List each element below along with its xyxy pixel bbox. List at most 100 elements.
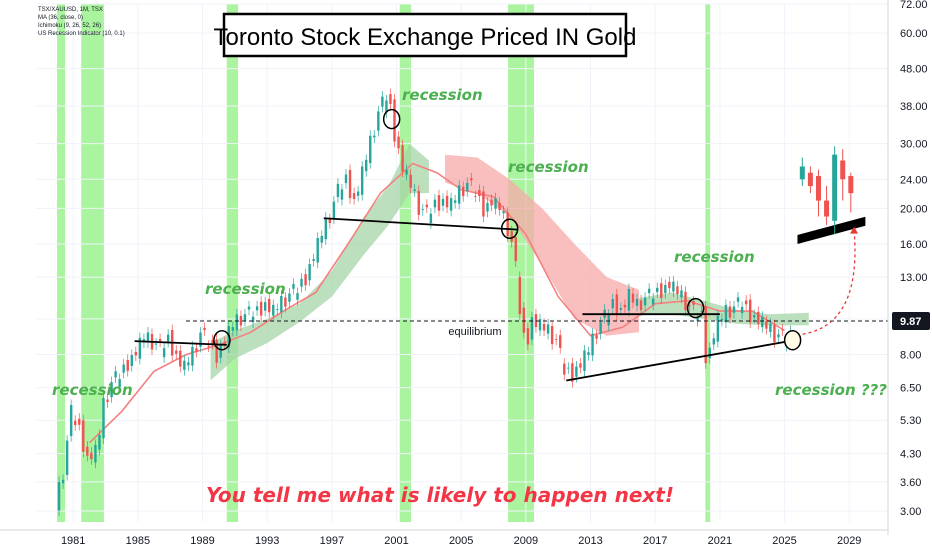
candle-body-44 xyxy=(235,314,239,331)
x-tick-6: 2005 xyxy=(449,535,473,547)
candle-body-2 xyxy=(65,440,69,475)
x-tick-12: 2029 xyxy=(837,535,861,547)
grid xyxy=(36,3,888,522)
recession-label-2020: recession xyxy=(674,248,755,266)
moving-average xyxy=(88,162,785,444)
candle-body-152 xyxy=(672,281,675,292)
candle-body-11 xyxy=(102,398,105,439)
candle-body-153 xyxy=(676,286,679,295)
candle-body-131 xyxy=(587,352,590,356)
chart-title: Toronto Stock Exchange Priced IN Gold xyxy=(214,24,637,51)
candle-body-61 xyxy=(304,274,307,286)
x-tick-3: 1993 xyxy=(255,535,279,547)
candle-body-162 xyxy=(712,338,716,345)
trendline-3 xyxy=(566,340,790,382)
candle-body-10 xyxy=(98,434,101,450)
candle-body-31 xyxy=(183,360,186,370)
candle-body-98 xyxy=(453,200,457,203)
candle-body-176 xyxy=(769,323,772,332)
candle-body-60 xyxy=(300,278,303,287)
candle-body-47 xyxy=(247,306,251,310)
y-tick-4: 30.00 xyxy=(900,139,928,151)
candle-body-132 xyxy=(591,333,594,356)
candle-body-20 xyxy=(138,337,142,359)
circle-markers xyxy=(213,108,802,351)
bottom-question-text: You tell me what is likely to happen nex… xyxy=(206,483,674,507)
y-tick-0: 72.00 xyxy=(900,0,928,11)
price-candles xyxy=(57,88,792,517)
candle-body-90 xyxy=(421,209,424,211)
candle-body-12 xyxy=(106,399,109,403)
circle-marker-4 xyxy=(783,329,802,351)
ma-36-line xyxy=(88,162,785,444)
candle-body-111 xyxy=(506,212,509,237)
candle-body-112 xyxy=(510,231,513,242)
candle-body-8 xyxy=(90,452,93,460)
projection-body-2 xyxy=(815,175,821,201)
candle-body-128 xyxy=(575,366,578,377)
candle-body-96 xyxy=(445,195,449,208)
candle-body-118 xyxy=(534,314,538,328)
candle-body-38 xyxy=(211,339,214,345)
candle-body-97 xyxy=(449,198,453,211)
candle-body-119 xyxy=(538,319,542,331)
legend-recession: US Recession Indicator (10, 0.1) xyxy=(38,31,125,37)
candle-body-70 xyxy=(340,189,344,200)
candle-body-141 xyxy=(627,288,631,311)
x-tick-5: 2001 xyxy=(384,535,408,547)
candle-body-114 xyxy=(518,276,521,315)
cloud-segment-1 xyxy=(445,154,639,336)
candle-body-7 xyxy=(86,446,89,456)
candle-body-125 xyxy=(563,363,566,375)
candle-body-45 xyxy=(239,315,243,326)
candle-body-63 xyxy=(312,259,315,261)
y-tick-2: 48.00 xyxy=(900,64,928,76)
x-tick-1: 1985 xyxy=(126,535,150,547)
recession-band-5 xyxy=(705,4,711,522)
candle-body-130 xyxy=(583,350,586,371)
candle-body-92 xyxy=(429,213,433,224)
candle-body-150 xyxy=(664,284,667,294)
candle-body-171 xyxy=(748,299,752,323)
candle-body-54 xyxy=(276,309,279,310)
candle-body-147 xyxy=(651,298,655,305)
candle-body-78 xyxy=(373,135,376,138)
recession-bands xyxy=(57,4,711,522)
candle-body-138 xyxy=(615,294,618,315)
candle-body-36 xyxy=(203,327,206,331)
candle-body-91 xyxy=(425,204,429,208)
candle-body-104 xyxy=(478,189,481,197)
candle-body-27 xyxy=(166,334,170,342)
candle-body-51 xyxy=(263,302,267,311)
candle-body-88 xyxy=(413,189,416,191)
candle-body-136 xyxy=(607,314,610,326)
candle-body-139 xyxy=(619,308,623,310)
candle-body-122 xyxy=(550,325,554,345)
candle-body-115 xyxy=(522,307,526,333)
equilibrium-line-group: equilibrium xyxy=(186,320,888,338)
trendlines xyxy=(134,217,790,382)
candle-body-107 xyxy=(490,199,493,206)
x-tick-10: 2021 xyxy=(708,535,732,547)
y-tick-13: 5.30 xyxy=(900,415,921,427)
candle-body-81 xyxy=(385,100,388,113)
support-band xyxy=(797,216,866,245)
candle-body-116 xyxy=(526,328,530,345)
candle-body-32 xyxy=(187,362,190,366)
candle-body-170 xyxy=(744,300,748,305)
projection xyxy=(797,146,866,335)
candle-body-175 xyxy=(765,321,768,329)
candle-body-133 xyxy=(595,335,598,339)
candle-body-77 xyxy=(369,135,372,164)
candle-body-64 xyxy=(316,238,319,263)
candle-body-74 xyxy=(356,191,360,196)
candle-body-105 xyxy=(482,191,485,217)
recession-label-1990: recession xyxy=(205,280,286,298)
x-tick-7: 2009 xyxy=(514,535,538,547)
candle-body-59 xyxy=(296,293,299,300)
projection-body-1 xyxy=(807,172,813,187)
recession-band-4 xyxy=(508,4,534,522)
candle-body-18 xyxy=(130,355,133,366)
